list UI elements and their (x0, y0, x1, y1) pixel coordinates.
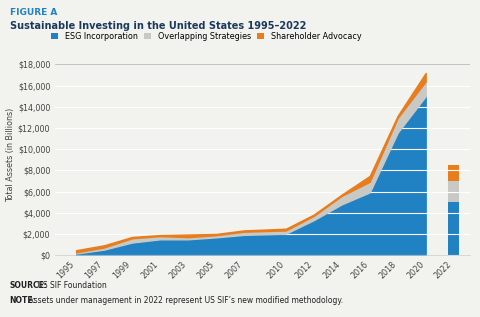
Bar (448, 202, 459, 255)
Legend: ESG Incorporation, Overlapping Strategies, Shareholder Advocacy: ESG Incorporation, Overlapping Strategie… (51, 32, 361, 41)
Text: Sustainable Investing in the United States 1995–2022: Sustainable Investing in the United Stat… (10, 21, 306, 31)
Text: US SIF Foundation: US SIF Foundation (35, 281, 106, 289)
Bar (448, 181, 459, 202)
Text: FIGURE A: FIGURE A (10, 8, 57, 17)
Text: SOURCE:: SOURCE: (10, 281, 48, 289)
Text: NOTE:: NOTE: (10, 296, 36, 305)
Y-axis label: Total Assets (in Billions): Total Assets (in Billions) (6, 107, 15, 202)
Text: Assets under management in 2022 represent US SIF’s new modified methodology.: Assets under management in 2022 represen… (26, 296, 344, 305)
Bar (448, 165, 459, 181)
